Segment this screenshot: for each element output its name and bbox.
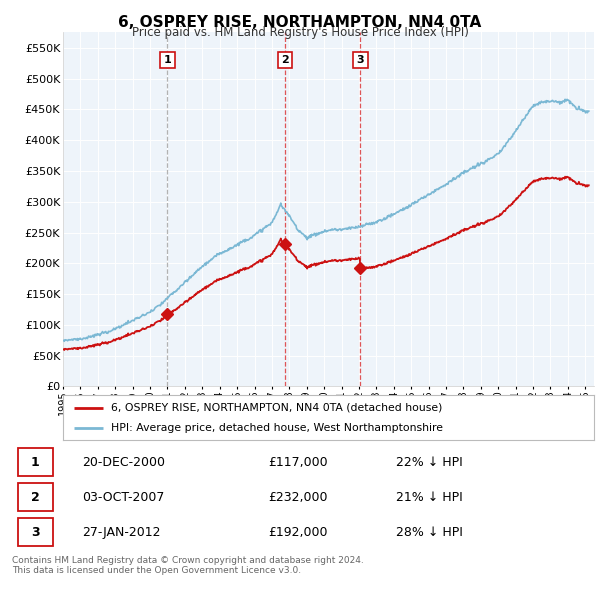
Text: £192,000: £192,000 [268, 526, 328, 539]
Text: 28% ↓ HPI: 28% ↓ HPI [396, 526, 463, 539]
Text: £117,000: £117,000 [268, 455, 328, 468]
FancyBboxPatch shape [18, 448, 53, 476]
Text: HPI: Average price, detached house, West Northamptonshire: HPI: Average price, detached house, West… [111, 424, 443, 434]
Text: Contains HM Land Registry data © Crown copyright and database right 2024.
This d: Contains HM Land Registry data © Crown c… [12, 556, 364, 575]
Text: 03-OCT-2007: 03-OCT-2007 [82, 490, 164, 504]
Text: 1: 1 [31, 455, 40, 468]
Text: 1: 1 [164, 55, 172, 65]
Text: 22% ↓ HPI: 22% ↓ HPI [396, 455, 463, 468]
Text: 2: 2 [31, 490, 40, 504]
Text: 3: 3 [356, 55, 364, 65]
Text: Price paid vs. HM Land Registry's House Price Index (HPI): Price paid vs. HM Land Registry's House … [131, 26, 469, 39]
FancyBboxPatch shape [18, 518, 53, 546]
FancyBboxPatch shape [18, 483, 53, 512]
Text: 6, OSPREY RISE, NORTHAMPTON, NN4 0TA: 6, OSPREY RISE, NORTHAMPTON, NN4 0TA [118, 15, 482, 30]
Text: £232,000: £232,000 [268, 490, 328, 504]
Text: 2: 2 [281, 55, 289, 65]
Text: 6, OSPREY RISE, NORTHAMPTON, NN4 0TA (detached house): 6, OSPREY RISE, NORTHAMPTON, NN4 0TA (de… [111, 403, 442, 412]
Text: 21% ↓ HPI: 21% ↓ HPI [396, 490, 463, 504]
Text: 3: 3 [31, 526, 40, 539]
Text: 20-DEC-2000: 20-DEC-2000 [82, 455, 165, 468]
Text: 27-JAN-2012: 27-JAN-2012 [82, 526, 160, 539]
